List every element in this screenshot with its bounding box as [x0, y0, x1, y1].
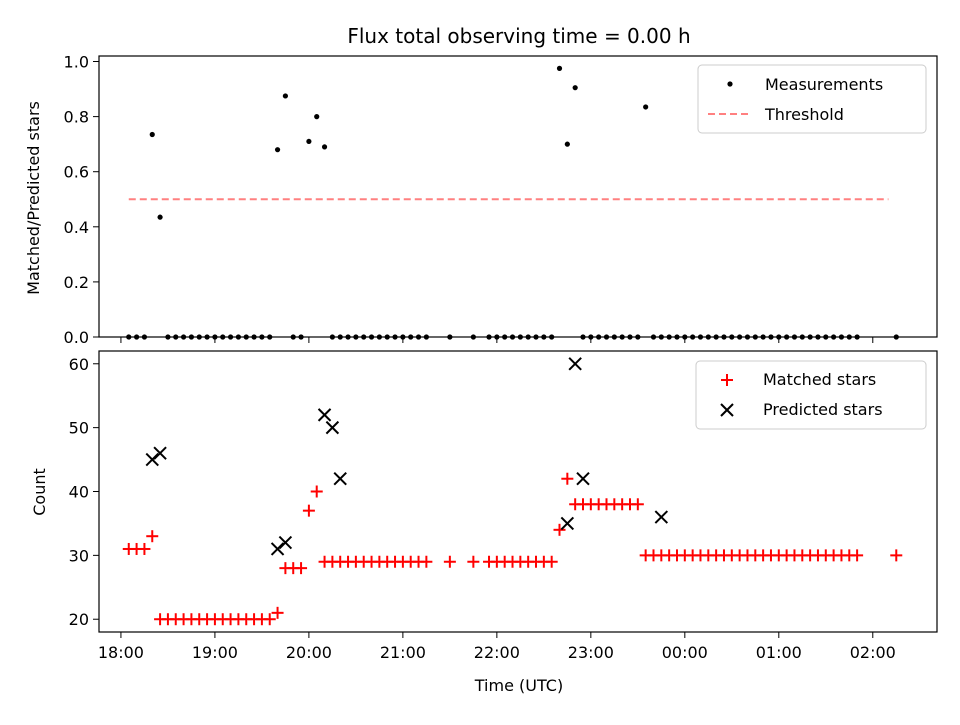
top-y-axis-label: Matched/Predicted stars [24, 101, 43, 295]
predicted-point [325, 420, 340, 435]
y-tick-label: 0.8 [64, 108, 89, 127]
measurement-point [306, 138, 312, 145]
x-axis-label: Time (UTC) [474, 676, 563, 695]
x-tick-label: 01:00 [756, 643, 802, 662]
measurement-point [556, 65, 563, 71]
legend-marker-matched [721, 374, 733, 386]
matched-point [310, 485, 323, 498]
matched-point [271, 606, 284, 619]
y-tick-label: 50 [69, 419, 89, 438]
y-tick-label: 40 [69, 483, 89, 502]
matched-point [561, 472, 574, 485]
series-2 [145, 357, 669, 556]
y-tick-label: 60 [69, 355, 89, 374]
predicted-point [654, 510, 669, 524]
y-tick-label: 0.4 [64, 218, 89, 237]
bottom-legend: Matched stars Predicted stars [695, 360, 927, 430]
matched-point [420, 555, 433, 568]
measurement-point [149, 131, 155, 138]
legend-label-measurements: Measurements [765, 75, 883, 94]
matched-point [295, 562, 308, 575]
plot-frame [98, 350, 938, 633]
predicted-point [270, 542, 285, 556]
series-1 [122, 472, 903, 626]
predicted-point [278, 535, 293, 550]
y-tick-label: 30 [69, 546, 89, 565]
y-tick-label: 0.2 [64, 273, 89, 292]
bottom-y-axis-label: Count [30, 468, 49, 516]
measurement-point [564, 141, 570, 147]
matched-point [631, 498, 644, 511]
top-legend: Measurements Threshold [697, 64, 927, 134]
measurement-point [643, 104, 649, 110]
x-tick-label: 18:00 [98, 643, 144, 662]
y-tick-label: 1.0 [64, 53, 89, 72]
measurement-point [321, 144, 328, 150]
legend-label-threshold: Threshold [764, 105, 844, 124]
matched-point [890, 549, 903, 562]
predicted-point [560, 516, 575, 531]
measurement-point [572, 85, 578, 91]
y-tick-label: 0.6 [64, 163, 89, 182]
matched-point [302, 504, 315, 517]
x-tick-label: 20:00 [286, 643, 332, 662]
x-tick-label: 19:00 [192, 643, 238, 662]
matched-point [467, 555, 480, 568]
x-tick-label: 21:00 [380, 643, 426, 662]
measurement-point [274, 147, 281, 153]
x-tick-label: 00:00 [662, 643, 708, 662]
predicted-point [576, 472, 590, 486]
predicted-point [333, 472, 347, 486]
legend-label-predicted: Predicted stars [763, 400, 883, 419]
chart-title: Flux total observing time = 0.00 h [347, 24, 690, 48]
matched-point [138, 542, 151, 555]
matched-point [263, 613, 276, 626]
matched-point [443, 555, 456, 568]
predicted-point [317, 408, 332, 422]
predicted-point [568, 357, 582, 371]
y-tick-label: 0.0 [64, 328, 89, 347]
measurement-point [282, 93, 288, 99]
legend-label-matched: Matched stars [763, 370, 876, 389]
x-tick-label: 22:00 [474, 643, 520, 662]
matched-point [545, 555, 558, 568]
y-tick-label: 20 [69, 610, 89, 629]
legend-marker-predicted [720, 403, 734, 417]
bottom-panel: 20 30 40 50 60 18:00 19:00 20:00 21:00 22:00 23:00… [69, 350, 938, 662]
x-tick-label: 23:00 [568, 643, 614, 662]
x-tick-label: 02:00 [850, 643, 896, 662]
measurement-point [157, 214, 163, 220]
matched-point [146, 530, 159, 543]
top-panel: 0.0 0.2 0.4 0.6 0.8 1.0 [64, 53, 938, 347]
predicted-point [153, 446, 167, 460]
matched-point [851, 549, 864, 562]
plot-frame [98, 55, 938, 338]
measurement-point [314, 114, 320, 120]
predicted-point [145, 452, 159, 467]
matched-point [553, 523, 566, 536]
legend-marker-measurements [727, 81, 733, 87]
